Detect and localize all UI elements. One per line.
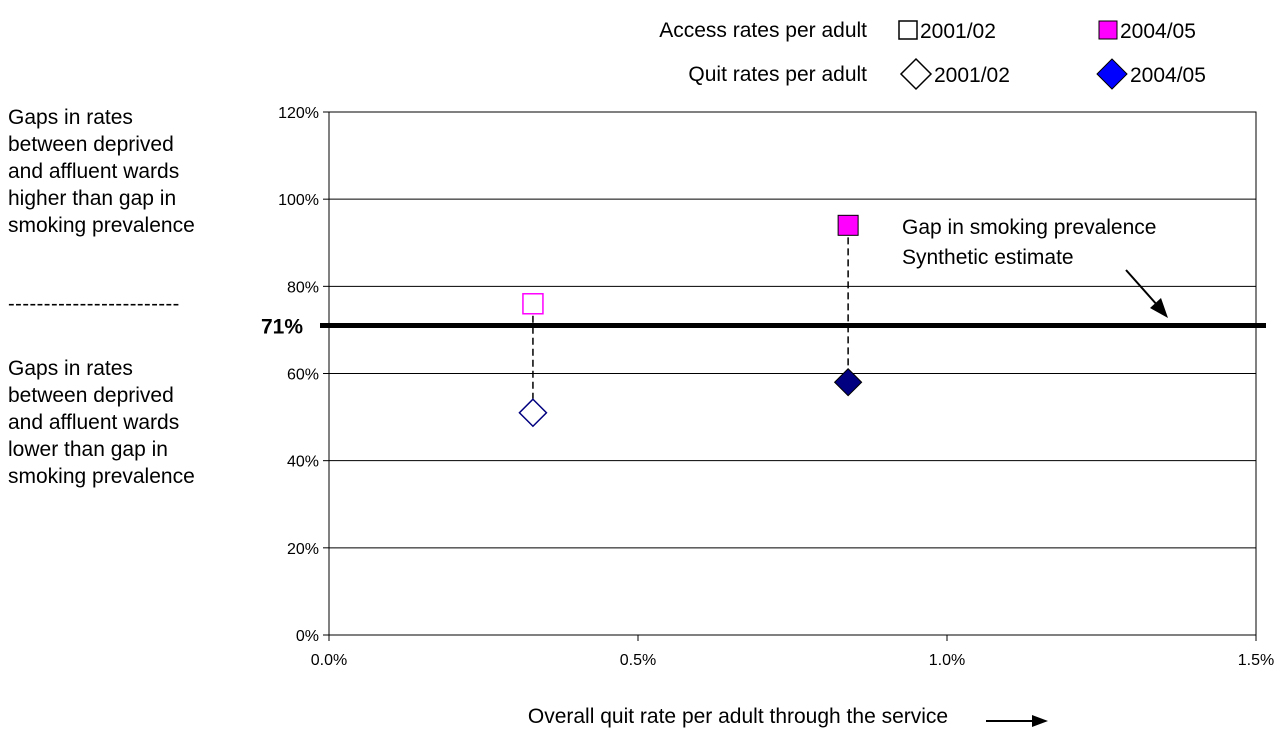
legend-group-label: Access rates per adult: [659, 19, 867, 42]
legend-marker-diamond-filled: [1096, 58, 1128, 90]
x-axis-arrow-head: [1032, 715, 1048, 727]
y-tick-label: 60%: [287, 367, 319, 384]
annotation-line1: Gap in smoking prevalence: [902, 216, 1156, 239]
legend-marker-square-open: [898, 20, 918, 40]
legend-item-label: 2001/02: [934, 64, 1010, 87]
y-tick-label: 20%: [287, 541, 319, 558]
x-tick-label: 1.0%: [929, 652, 965, 669]
x-tick-label: 1.5%: [1238, 652, 1274, 669]
y-tick-label: 40%: [287, 454, 319, 471]
legend-marker-diamond-open: [899, 57, 933, 91]
annotation-line2: Synthetic estimate: [902, 246, 1074, 269]
side-note-divider: ------------------------: [8, 293, 180, 315]
data-point-square-open: [522, 293, 544, 315]
upper-side-note: Gaps in rates between deprived and afflu…: [8, 106, 195, 237]
y-tick-label: 80%: [287, 279, 319, 296]
legend-item-label: 2004/05: [1130, 64, 1206, 87]
y-tick-label: 0%: [296, 628, 319, 645]
legend-item-label: 2001/02: [920, 20, 996, 43]
reference-line-label: 71%: [261, 316, 303, 339]
y-tick-label: 120%: [278, 105, 319, 122]
annotation-arrow-shaft: [1125, 269, 1159, 307]
lower-side-note: Gaps in rates between deprived and afflu…: [8, 357, 195, 488]
annotation-arrow-head: [1150, 298, 1168, 318]
legend-item-label: 2004/05: [1120, 20, 1196, 43]
data-point-square-filled: [837, 214, 859, 236]
data-point-diamond-filled: [833, 368, 863, 397]
y-tick-label: 100%: [278, 192, 319, 209]
x-axis-title: Overall quit rate per adult through the …: [528, 705, 948, 728]
legend-group-label: Quit rates per adult: [688, 63, 867, 86]
x-tick-label: 0.5%: [620, 652, 656, 669]
legend-marker-square-filled: [1098, 20, 1118, 40]
x-tick-label: 0.0%: [311, 652, 347, 669]
data-point-diamond-open: [518, 398, 548, 428]
